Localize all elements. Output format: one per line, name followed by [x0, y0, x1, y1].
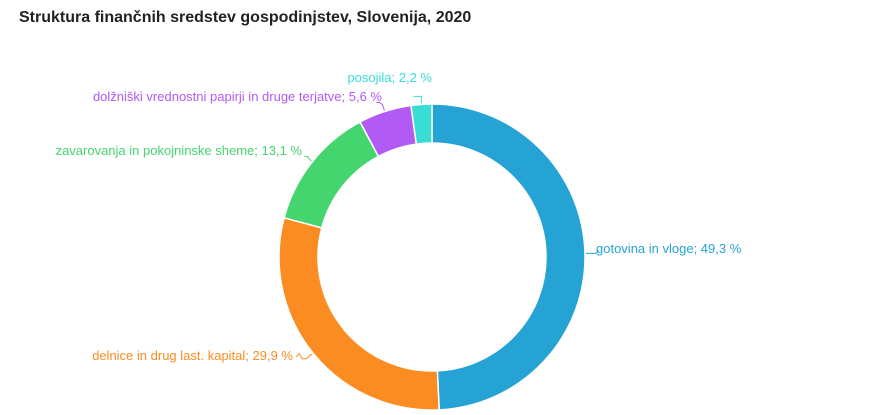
slice-label: posojila; 2,2 % [347, 70, 432, 85]
donut-slice[interactable] [410, 103, 433, 145]
label-leader-line [585, 250, 600, 254]
donut-slice[interactable] [431, 103, 586, 411]
label-leader-line [413, 95, 422, 104]
label-leader-line [304, 155, 312, 162]
slice-label: gotovina in vloge; 49,3 % [596, 241, 742, 256]
label-leader-line [295, 352, 313, 360]
slice-label: delnice in drug last. kapital; 29,9 % [92, 348, 293, 363]
slice-label: dolžniški vrednostni papirji in druge te… [93, 89, 382, 104]
chart-title: Struktura finančnih sredstev gospodinjst… [19, 9, 472, 26]
donut-slice[interactable] [278, 216, 440, 411]
donut-slice[interactable] [283, 120, 380, 229]
slice-label: zavarovanja in pokojninske sheme; 13,1 % [56, 143, 303, 158]
label-leader-line [376, 102, 385, 111]
